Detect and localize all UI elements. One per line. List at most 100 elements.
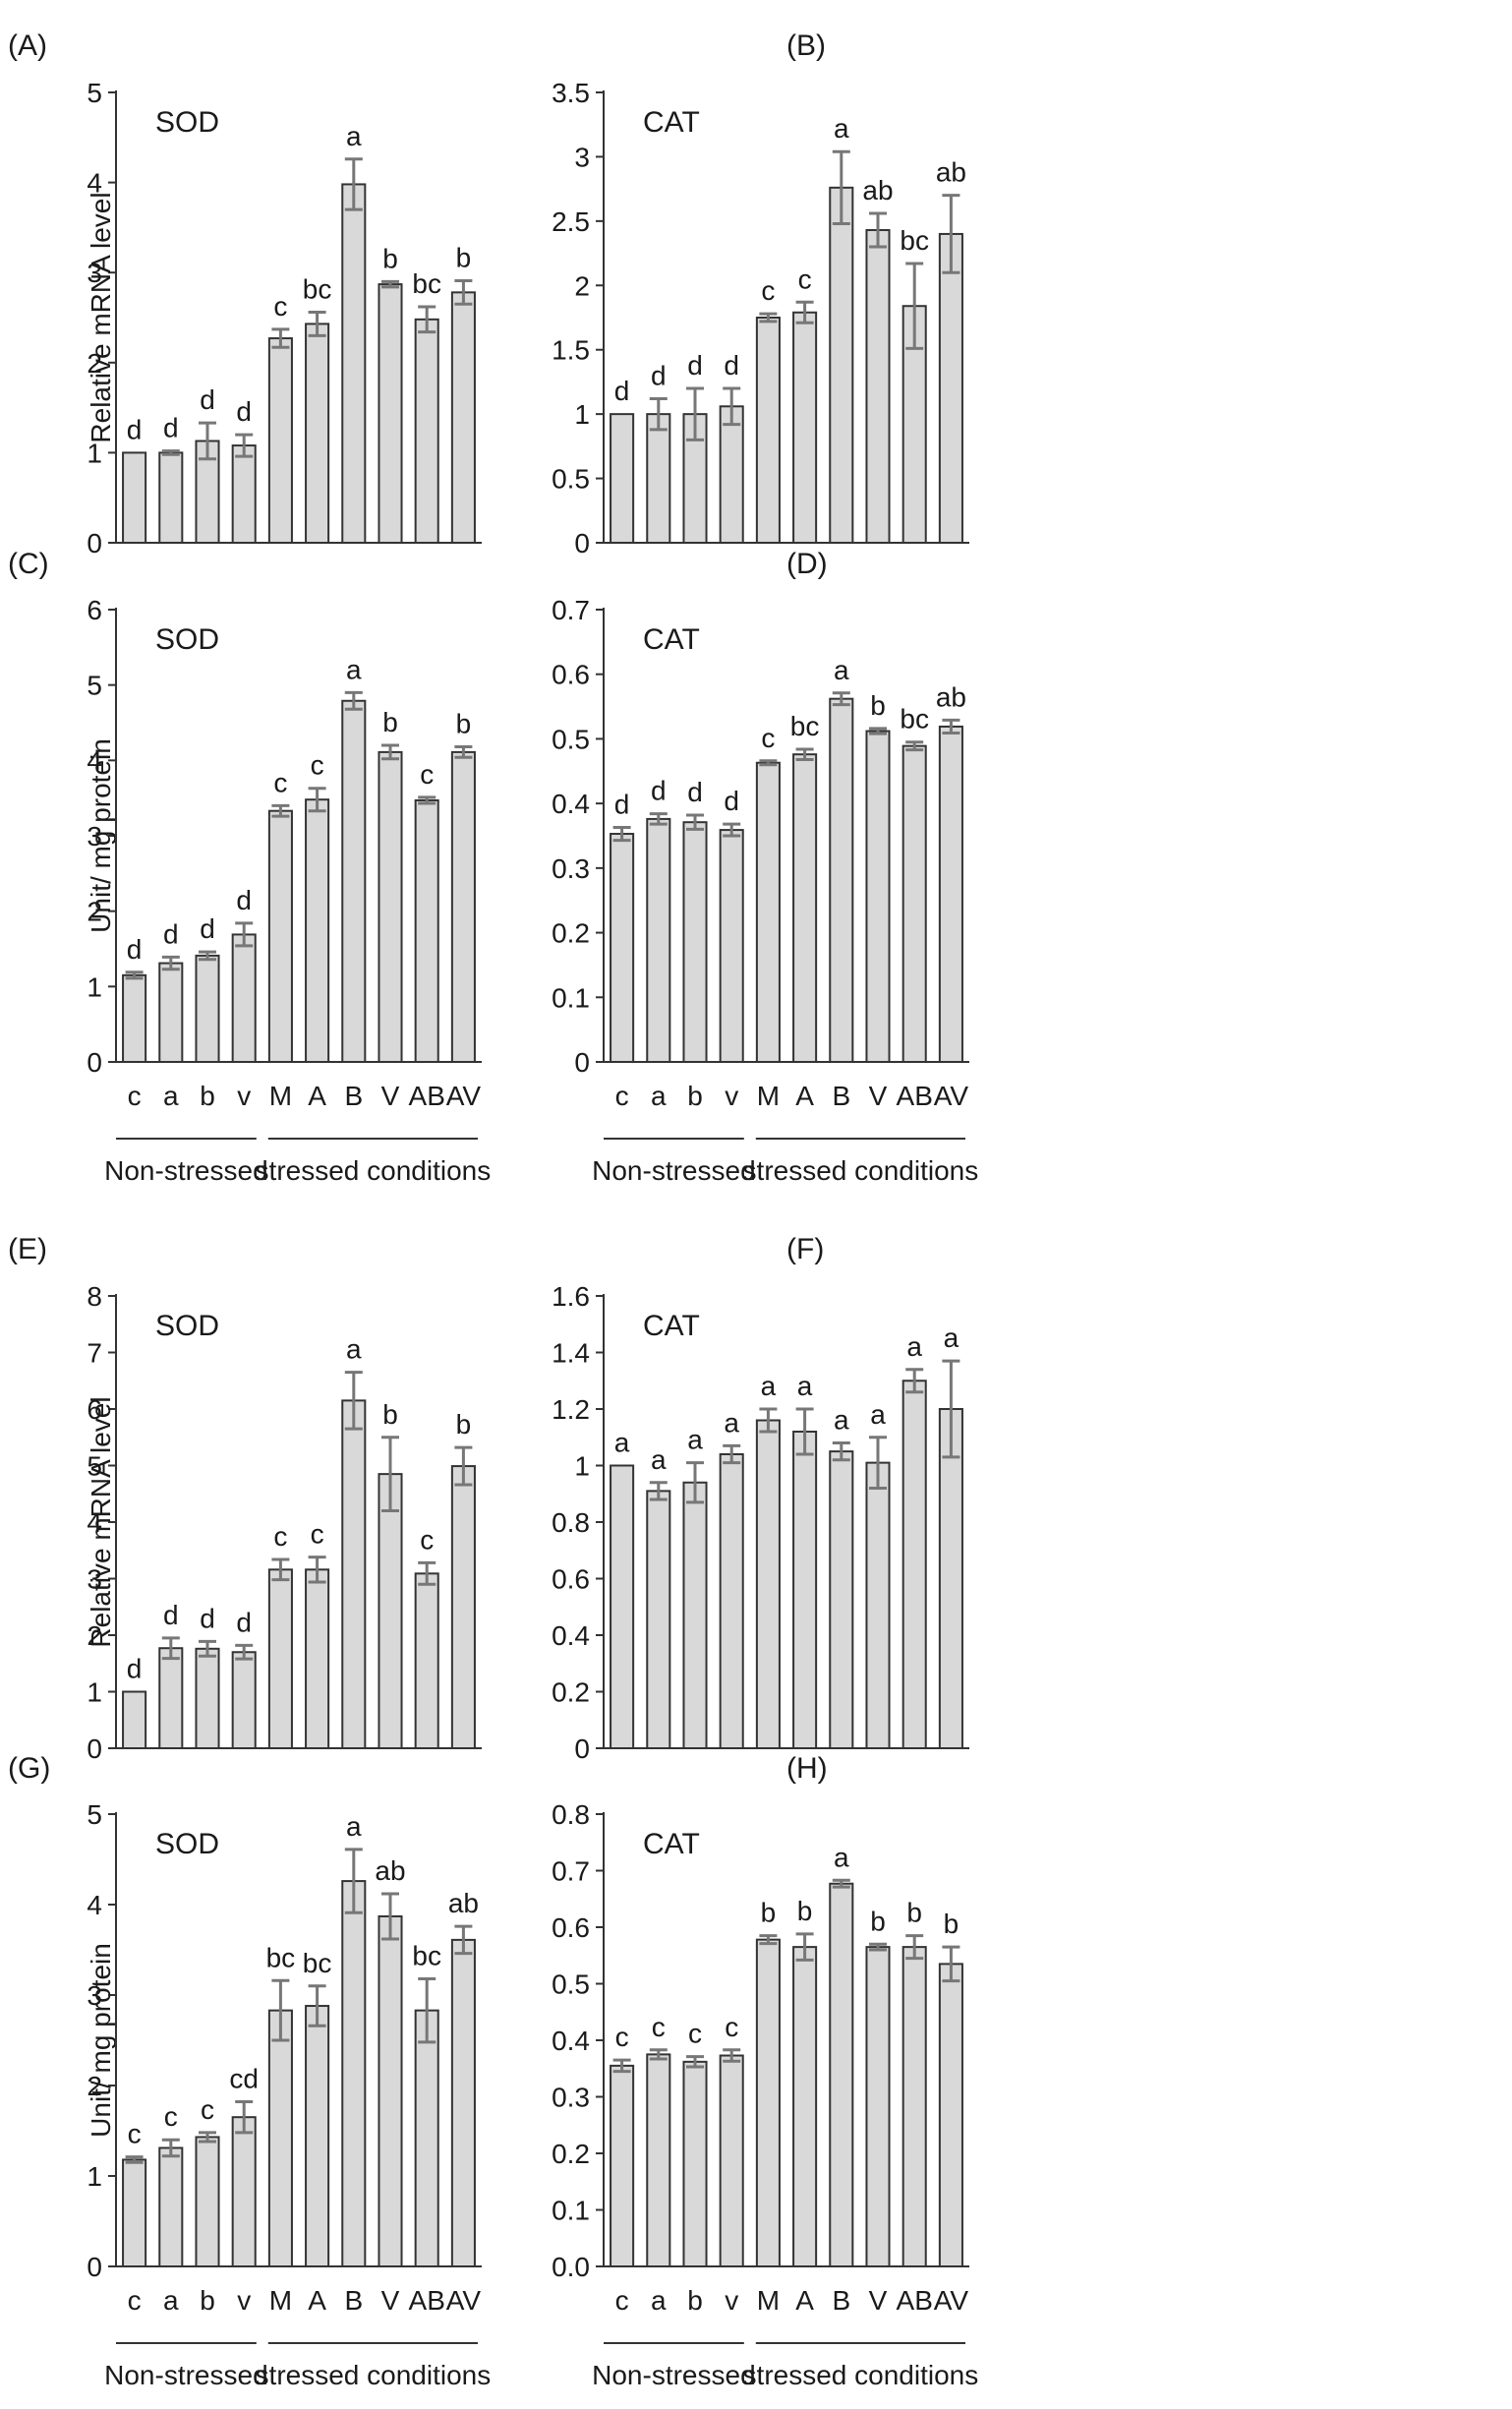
y-tick-label: 0.4 — [552, 789, 590, 819]
significance-label: c — [420, 1524, 434, 1555]
significance-label: a — [761, 1371, 777, 1401]
bar — [158, 1647, 184, 1749]
bar — [305, 2005, 330, 2268]
x-category-label: AV — [934, 2285, 969, 2316]
significance-label: d — [651, 776, 667, 806]
group-label-stressed: stressed conditions — [743, 2360, 979, 2390]
y-tick-label: 6 — [87, 595, 102, 625]
y-tick-label: 2 — [87, 2071, 102, 2101]
y-axis-label: Relative mRNA level — [86, 1396, 116, 1647]
x-category-label: b — [200, 2285, 215, 2316]
significance-label: d — [163, 1600, 179, 1630]
bar — [378, 283, 403, 544]
x-category-label: c — [615, 2285, 629, 2316]
y-tick-label: 2 — [87, 1620, 102, 1651]
bar — [122, 973, 147, 1063]
y-tick-label: 0 — [87, 1047, 102, 1078]
bar — [122, 2158, 147, 2267]
significance-label: b — [944, 1909, 960, 1939]
significance-label: b — [456, 709, 472, 739]
significance-label: d — [127, 1654, 143, 1684]
bar — [414, 1572, 439, 1749]
x-category-label: b — [200, 1081, 215, 1111]
x-category-label: b — [687, 1081, 703, 1111]
bar — [792, 311, 818, 544]
bar — [792, 1431, 818, 1749]
significance-label: d — [687, 777, 703, 807]
bar — [610, 413, 635, 544]
y-tick-label: 0 — [574, 528, 590, 558]
significance-label: b — [382, 1399, 398, 1430]
bar — [938, 1408, 963, 1749]
significance-label: d — [127, 934, 143, 965]
bar — [829, 1882, 854, 2267]
x-category-label: b — [687, 2285, 703, 2316]
bar — [901, 1946, 927, 2267]
significance-label: bc — [412, 1940, 441, 1970]
panel-title: SOD — [155, 1310, 219, 1342]
bar — [378, 750, 403, 1064]
y-tick-label: 0.5 — [552, 724, 590, 754]
significance-label: bc — [303, 1948, 332, 1978]
y-tick-label: 0.2 — [552, 2139, 590, 2169]
bar — [450, 1465, 476, 1749]
group-label-non-stressed: Non-stressed — [592, 1155, 756, 1186]
significance-label: b — [906, 1898, 922, 1928]
bar — [378, 1473, 403, 1749]
x-category-label: AV — [934, 1081, 969, 1111]
bar — [231, 2116, 257, 2267]
x-category-label: M — [757, 1081, 780, 1111]
significance-label: cd — [229, 2064, 259, 2094]
y-tick-label: 1 — [87, 1677, 102, 1708]
y-tick-label: 6 — [87, 1394, 102, 1425]
significance-label: a — [797, 1371, 813, 1401]
x-category-label: V — [381, 2285, 400, 2316]
x-category-label: A — [795, 2285, 814, 2316]
bar — [682, 2060, 708, 2268]
bar — [719, 829, 744, 1063]
significance-label: a — [346, 654, 362, 684]
bar — [719, 405, 744, 545]
y-tick-label: 0.6 — [552, 1912, 590, 1943]
y-tick-label: 0.3 — [552, 853, 590, 884]
y-tick-label: 0.8 — [552, 1799, 590, 1830]
significance-label: d — [614, 376, 630, 406]
significance-label: a — [834, 1842, 849, 1872]
x-category-label: V — [381, 1081, 400, 1111]
significance-label: a — [346, 1811, 362, 1842]
y-tick-label: 5 — [87, 671, 102, 701]
y-tick-label: 4 — [87, 1890, 102, 1920]
y-tick-label: 2.5 — [552, 206, 590, 237]
y-tick-label: 1 — [574, 1451, 590, 1482]
significance-label: a — [614, 1428, 630, 1458]
bar — [305, 798, 330, 1063]
x-category-label: M — [269, 1081, 292, 1111]
significance-label: d — [236, 396, 252, 427]
x-category-label: A — [308, 2285, 326, 2316]
significance-label: d — [127, 414, 143, 444]
significance-label: ab — [448, 1888, 479, 1918]
x-category-label: B — [344, 1081, 363, 1111]
x-category-label: a — [651, 1081, 667, 1111]
bar — [610, 1464, 635, 1749]
y-tick-label: 1.6 — [552, 1281, 590, 1312]
bar — [865, 1461, 891, 1749]
x-category-label: AB — [409, 1081, 445, 1111]
y-tick-label: 0.6 — [552, 660, 590, 690]
y-tick-label: 3 — [87, 1564, 102, 1595]
panel-title: SOD — [155, 1828, 219, 1860]
y-tick-label: 0 — [87, 528, 102, 558]
bar — [378, 1914, 403, 2267]
bar — [865, 730, 891, 1063]
x-category-label: a — [163, 1081, 179, 1111]
group-label-stressed: stressed conditions — [743, 1155, 979, 1186]
bar — [341, 183, 367, 544]
bar — [755, 1419, 781, 1749]
bar — [195, 2136, 220, 2267]
